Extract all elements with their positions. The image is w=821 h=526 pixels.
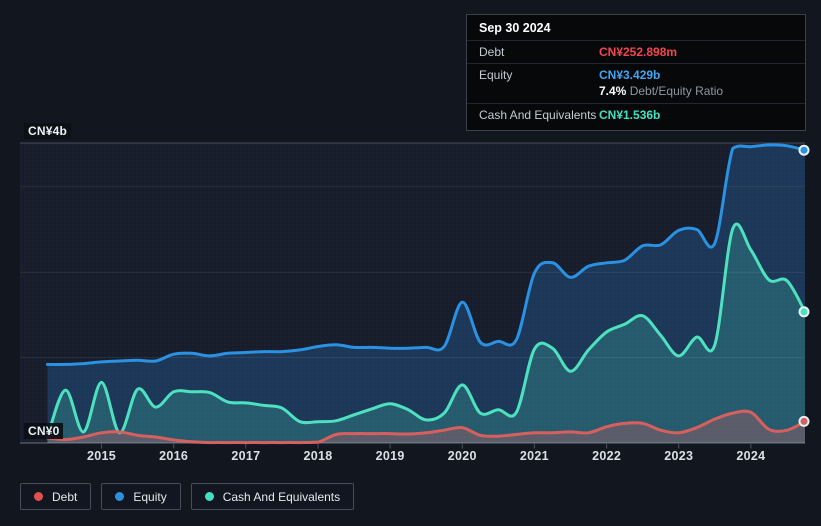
y-axis-max-label: CN¥4b <box>24 123 72 139</box>
debt-end-marker <box>798 415 810 427</box>
legend-debt-label: Debt <box>52 489 78 504</box>
x-axis-year-2017: 2017 <box>231 449 261 463</box>
legend-item-cash[interactable]: Cash And Equivalents <box>190 483 355 510</box>
tooltip-equity-label: Equity <box>479 68 513 82</box>
legend-item-equity[interactable]: Equity <box>101 483 181 510</box>
cash-and-equivalents-line <box>45 222 807 439</box>
tooltip-cash-value: CN¥1.536b <box>599 108 661 122</box>
x-axis-year-2016: 2016 <box>159 449 189 463</box>
x-axis-year-2019: 2019 <box>375 449 405 463</box>
equity-end-marker <box>798 144 810 156</box>
equity-series-dot-icon <box>115 492 125 501</box>
tooltip-equity-row: Equity CN¥3.429b 7.4% Debt/Equity Ratio <box>467 64 805 104</box>
x-axis-year-2023: 2023 <box>664 449 694 463</box>
tooltip-debt-value: CN¥252.898m <box>599 45 678 59</box>
x-axis-year-2021: 2021 <box>519 449 549 463</box>
equity-line <box>45 143 807 366</box>
x-axis-year-2015: 2015 <box>87 449 117 463</box>
gridlines <box>20 142 805 449</box>
tooltip-date: Sep 30 2024 <box>467 15 805 41</box>
last-point-markers <box>798 144 810 427</box>
tooltip-debt-equity-ratio: 7.4% Debt/Equity Ratio <box>599 84 724 98</box>
tooltip-cash-label: Cash And Equivalents <box>479 108 597 122</box>
cash-and-equivalents-end-marker <box>798 306 810 318</box>
x-axis-year-2022: 2022 <box>592 449 622 463</box>
cash-and-equivalents-area <box>47 224 805 443</box>
x-axis-year-2024: 2024 <box>736 449 766 463</box>
chart-legend: Debt Equity Cash And Equivalents <box>20 483 355 510</box>
cash-series-dot-icon <box>204 492 214 501</box>
legend-cash-label: Cash And Equivalents <box>222 489 341 504</box>
y-axis-zero-label: CN¥0 <box>24 423 64 439</box>
x-axis-year-2018: 2018 <box>303 449 333 463</box>
tooltip-cash-row: Cash And Equivalents CN¥1.536b <box>467 104 805 130</box>
tooltip-equity-value: CN¥3.429b <box>599 68 661 82</box>
series-fills <box>47 144 805 443</box>
legend-equity-label: Equity <box>133 489 167 504</box>
debt-line <box>45 409 807 445</box>
debt-series-dot-icon <box>34 492 43 501</box>
debt-area <box>47 411 805 443</box>
chart-tooltip: Sep 30 2024 Debt CN¥252.898m Equity CN¥3… <box>466 14 806 131</box>
equity-area <box>47 144 805 443</box>
legend-item-debt[interactable]: Debt <box>20 483 92 510</box>
x-axis-year-2020: 2020 <box>447 449 477 463</box>
tooltip-debt-row: Debt CN¥252.898m <box>467 41 805 64</box>
tooltip-debt-label: Debt <box>479 45 505 59</box>
series-lines <box>45 143 807 445</box>
